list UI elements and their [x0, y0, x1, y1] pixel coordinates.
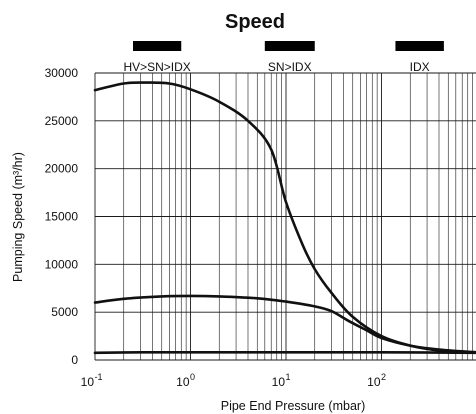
chart-title: Speed — [225, 11, 285, 33]
x-tick-base: 10 — [81, 375, 95, 389]
mode-band-bar — [133, 41, 182, 51]
y-axis-label: Pumping Speed (m³/hr) — [11, 152, 25, 282]
x-tick-base: 10 — [367, 375, 381, 389]
x-tick-exponent: 0 — [190, 372, 195, 382]
y-tick-label: 15000 — [45, 210, 79, 224]
mode-band-label: SN>IDX — [268, 60, 312, 74]
x-tick-label: 10 -1 — [81, 372, 103, 389]
mode-band-bar — [395, 41, 444, 51]
x-axis-label: Pipe End Pressure (mbar) — [221, 399, 366, 413]
mode-band-label: IDX — [410, 60, 430, 74]
series-line-3 — [93, 350, 476, 355]
y-tick-label: 0 — [71, 353, 78, 367]
x-tick-exponent: 2 — [381, 372, 386, 382]
x-tick-base: 10 — [272, 375, 286, 389]
y-tick-label: 30000 — [45, 66, 79, 80]
y-tick-label: 5000 — [51, 305, 78, 319]
x-tick-exponent: 1 — [286, 372, 291, 382]
mode-band-label: HV>SN>IDX — [123, 60, 190, 74]
y-tick-label: 20000 — [45, 162, 79, 176]
y-tick-label: 10000 — [45, 257, 79, 271]
chart-series — [93, 81, 476, 355]
y-tick-label: 25000 — [45, 114, 79, 128]
mode-bands: HV>SN>IDX SN>IDX IDX — [123, 41, 444, 74]
y-tick-labels: 0 5000 10000 15000 20000 25000 30000 — [45, 66, 79, 367]
x-tick-labels: 10 -1 10 0 10 1 10 2 — [81, 372, 386, 389]
x-tick-base: 10 — [176, 375, 190, 389]
x-tick-exponent: -1 — [95, 372, 103, 382]
chart-grid — [94, 72, 476, 361]
x-tick-label: 10 2 — [367, 372, 386, 389]
x-tick-label: 10 0 — [176, 372, 195, 389]
x-tick-label: 10 1 — [272, 372, 291, 389]
mode-band-bar — [264, 41, 315, 51]
series-line-2 — [93, 294, 476, 354]
